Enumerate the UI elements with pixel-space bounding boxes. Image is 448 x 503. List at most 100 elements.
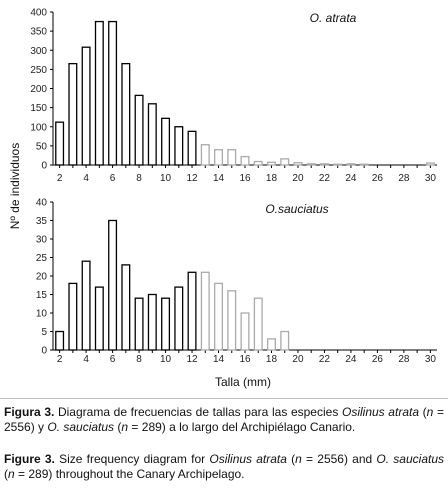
caption-es-species-2: O. sauciatus: [47, 420, 115, 434]
bar: [266, 338, 276, 351]
y-tick-label: 300: [30, 46, 47, 57]
x-tick-label: 8: [136, 173, 142, 184]
bar: [187, 271, 197, 351]
caption-en-text-4: (: [4, 467, 8, 481]
caption-es-text-1: Diagrama de frecuencias de tallas para l…: [54, 405, 342, 419]
x-tick-label: 8: [136, 354, 142, 365]
bar: [108, 219, 118, 351]
x-tick-label: 28: [398, 173, 410, 184]
x-tick-label: 6: [110, 173, 116, 184]
caption-en-n-1: n: [295, 452, 302, 466]
x-tick-label: 26: [372, 173, 384, 184]
x-tick-label: 6: [110, 354, 116, 365]
caption-en-text-1: Size frequency diagram for: [54, 452, 210, 466]
caption-es-text-5: = 289) a lo largo del Archipiélago Canar…: [128, 420, 356, 434]
bar: [214, 282, 224, 351]
x-tick-label: 18: [266, 354, 278, 365]
x-tick-label: 18: [266, 173, 278, 184]
bar: [174, 126, 184, 166]
x-tick-label: 4: [83, 354, 89, 365]
x-tick-label: 10: [160, 354, 172, 365]
caption-es-text-4: (: [114, 420, 122, 434]
x-tick-label: 28: [398, 354, 410, 365]
x-tick-label: 24: [345, 173, 357, 184]
y-tick-label: 250: [30, 65, 47, 76]
bar: [68, 282, 78, 351]
bar: [108, 20, 118, 166]
bar: [306, 163, 316, 166]
x-tick-label: 30: [425, 354, 437, 365]
y-tick-label: 35: [36, 216, 48, 227]
bar: [174, 286, 184, 351]
caption-en-species-2: O. sauciatus: [376, 452, 444, 466]
x-tick-label: 16: [239, 173, 251, 184]
y-axis-label: Nº de individuos: [8, 143, 22, 229]
bar: [200, 144, 210, 166]
y-tick-label: 0: [41, 161, 47, 172]
bar: [81, 46, 91, 166]
bar: [227, 149, 237, 166]
y-tick-label: 200: [30, 84, 47, 95]
y-tick-label: 100: [30, 122, 47, 133]
x-tick-label: 24: [345, 354, 357, 365]
caption-es-n-2: n: [121, 420, 129, 434]
bar: [68, 62, 78, 166]
bar: [240, 155, 250, 166]
y-tick-label: 400: [30, 8, 47, 19]
bar: [94, 20, 104, 166]
bar: [134, 94, 144, 166]
caption-en-text-3: = 2556) and: [301, 452, 377, 466]
x-tick-label: 26: [372, 354, 384, 365]
bar: [121, 62, 131, 166]
bar: [253, 160, 263, 166]
x-tick-label: 30: [425, 173, 437, 184]
bar: [280, 158, 290, 166]
x-tick-label: 12: [186, 173, 198, 184]
y-tick-label: 40: [36, 198, 48, 209]
x-tick-label: 20: [292, 173, 304, 184]
caption-en-n-2: n: [8, 467, 15, 481]
caption-english: Figure 3. Size frequency diagram for Osi…: [4, 452, 444, 482]
x-tick-label: 12: [186, 354, 198, 365]
bar: [147, 293, 157, 351]
bar: [346, 163, 356, 166]
caption-es-text-3: = 2556) y: [4, 405, 444, 434]
x-tick-label: 14: [213, 354, 225, 365]
bar: [359, 163, 369, 166]
bar: [161, 297, 171, 351]
bar: [333, 163, 343, 166]
separator-line: [0, 398, 448, 399]
bar: [253, 297, 263, 351]
y-tick-label: 350: [30, 27, 47, 38]
bar: [319, 163, 329, 166]
bar: [240, 312, 250, 351]
bar: [293, 162, 303, 166]
bar: [147, 103, 157, 166]
y-tick-label: 20: [36, 272, 48, 283]
bar: [280, 330, 290, 351]
y-tick-label: 25: [36, 253, 48, 264]
caption-en-text-2: (: [286, 452, 296, 466]
y-tick-label: 30: [36, 235, 48, 246]
bar: [187, 130, 197, 166]
caption-spanish: Figura 3. Diagrama de frecuencias de tal…: [4, 405, 444, 435]
x-tick-label: 22: [319, 173, 331, 184]
caption-es-label: Figura 3.: [4, 405, 55, 419]
bar: [227, 290, 237, 351]
bar: [214, 149, 224, 166]
caption-en-species-1: Osilinus atrata: [209, 452, 287, 466]
y-tick-label: 10: [36, 309, 48, 320]
x-tick-label: 16: [239, 354, 251, 365]
caption-es-n-1: n: [426, 405, 434, 419]
x-tick-label: 4: [83, 173, 89, 184]
bar: [161, 117, 171, 166]
panel-title: O.sauciatus: [265, 202, 328, 216]
bar: [121, 264, 131, 351]
bar: [134, 297, 144, 351]
panel-title: O. atrata: [310, 11, 357, 25]
bar: [425, 162, 435, 166]
x-tick-label: 2: [57, 173, 63, 184]
